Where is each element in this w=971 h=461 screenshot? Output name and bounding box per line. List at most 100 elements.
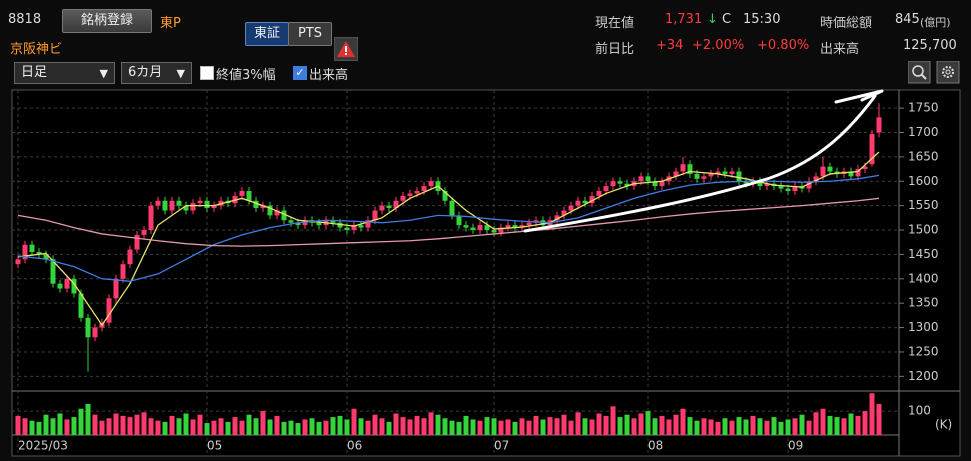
- candle-body: [463, 225, 469, 228]
- candle-body: [855, 169, 861, 177]
- candle-body: [617, 181, 623, 184]
- x-tick-label: 07: [494, 439, 509, 453]
- volume-bar: [106, 418, 112, 435]
- volume-bar: [365, 420, 371, 435]
- y-tick-label: 1500: [908, 223, 939, 237]
- checkbox[interactable]: ✓: [293, 66, 307, 80]
- candle-body: [162, 200, 168, 211]
- candle-body: [15, 259, 21, 265]
- stock-name: 京阪神ビ: [10, 42, 63, 57]
- candle-body: [519, 225, 525, 228]
- volume-bar: [834, 417, 840, 435]
- candle-body: [624, 183, 630, 187]
- volume-bar: [470, 419, 476, 435]
- volume-bar: [134, 414, 140, 435]
- volume-bar: [771, 417, 777, 435]
- x-tick-label: 06: [347, 439, 362, 453]
- volume-bar: [386, 421, 392, 435]
- volume-bar: [323, 420, 329, 435]
- y-tick-label: 1600: [908, 174, 939, 188]
- volume-bar: [554, 418, 560, 435]
- candle-body: [596, 191, 602, 196]
- exchange-tab[interactable]: PTS: [288, 22, 332, 46]
- candle-body: [757, 181, 763, 187]
- volume-bar: [232, 417, 238, 435]
- candle-body: [246, 191, 252, 201]
- volume-bar: [813, 412, 819, 435]
- candle-body: [169, 200, 175, 211]
- candle-body: [267, 205, 273, 216]
- candle-body: [603, 186, 609, 192]
- candle-body: [449, 200, 455, 216]
- volume-bar: [764, 420, 770, 435]
- candle-body: [456, 215, 462, 226]
- volume-bar: [204, 423, 210, 435]
- volume-bar: [862, 411, 868, 435]
- candle-body: [176, 200, 182, 206]
- moving-average: [17, 174, 880, 282]
- volume: 125,700: [903, 38, 957, 53]
- volume-bar: [841, 418, 847, 435]
- x-tick-label: 08: [648, 439, 663, 453]
- warning-icon[interactable]: [334, 37, 358, 61]
- candle-body: [260, 205, 266, 209]
- candle-body: [281, 210, 287, 221]
- y-tick-label: 1300: [908, 320, 939, 334]
- register-button[interactable]: 銘柄登録: [62, 9, 152, 33]
- volume-bar: [519, 418, 525, 435]
- range-select[interactable]: 6カ月 ▼: [121, 62, 192, 84]
- volume-bar: [589, 419, 595, 435]
- volume-bar: [631, 418, 637, 435]
- volume-bar: [736, 417, 742, 435]
- volume-bar: [155, 420, 161, 435]
- volume-bar: [78, 408, 84, 435]
- x-tick-label: 09: [788, 439, 803, 453]
- volume-bar: [666, 419, 672, 435]
- candle-body: [869, 133, 875, 165]
- volume-bar: [778, 421, 784, 435]
- candle-body: [379, 205, 385, 211]
- checkbox[interactable]: [200, 66, 214, 80]
- volume-bar: [183, 413, 189, 435]
- volume-bar: [288, 420, 294, 435]
- volume-bar: [785, 419, 791, 435]
- volume-bar: [218, 418, 224, 435]
- volume-bar: [274, 415, 280, 435]
- volume-tick-label: 100: [908, 404, 931, 418]
- volume-bar: [330, 417, 336, 435]
- settings-icon[interactable]: [936, 61, 960, 84]
- candle-body: [806, 181, 812, 189]
- exchange-tab[interactable]: 東証: [245, 22, 289, 46]
- candle-body: [645, 176, 651, 182]
- change-other: +0.80%: [757, 38, 810, 53]
- volume-bar: [246, 414, 252, 435]
- volume-bar: [827, 415, 833, 435]
- candle-body: [708, 173, 714, 177]
- candle-body: [330, 220, 336, 223]
- label: 現在値: [595, 16, 635, 31]
- volume-bar: [407, 419, 413, 435]
- candle-body: [50, 259, 56, 284]
- candle-body: [477, 225, 483, 231]
- x-tick-label: 05: [207, 439, 222, 453]
- market: 東P: [160, 16, 181, 31]
- candle-body: [393, 200, 399, 209]
- volume-bar: [610, 406, 616, 435]
- candle-body: [316, 222, 322, 226]
- candle-body: [400, 195, 406, 201]
- candle-body: [512, 225, 518, 228]
- volume-bar: [141, 412, 147, 435]
- trend-arrow: [523, 94, 877, 233]
- volume-bar: [239, 420, 245, 435]
- volume-bar: [309, 418, 315, 435]
- candle-body: [407, 193, 413, 196]
- checkbox-label: 出来高: [309, 68, 349, 83]
- volume-bar: [484, 417, 490, 435]
- volume-bar: [295, 423, 301, 435]
- candle-body: [820, 166, 826, 177]
- period-select[interactable]: 日足 ▼: [14, 62, 115, 84]
- volume-bar: [267, 419, 273, 435]
- moving-average: [17, 197, 880, 247]
- volume-bar: [547, 417, 553, 435]
- candle-body: [673, 171, 679, 177]
